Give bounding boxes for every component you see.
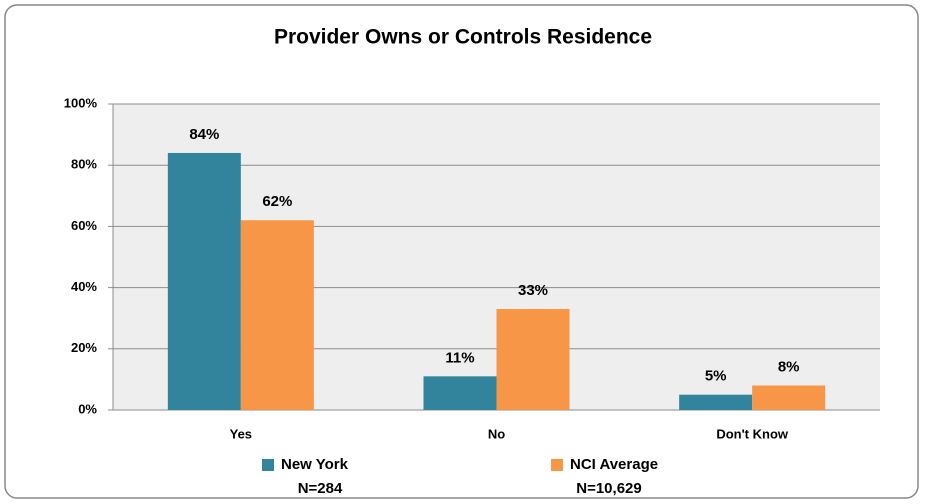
legend-swatch — [551, 459, 563, 471]
x-tick-label: No — [488, 426, 505, 441]
value-label: 33% — [518, 282, 548, 299]
legend-label: New York — [281, 456, 349, 473]
value-label: 11% — [445, 349, 474, 366]
x-tick-label: Don't Know — [716, 426, 789, 441]
y-tick-label: 0% — [78, 401, 97, 416]
value-label: 84% — [189, 126, 219, 143]
bar — [167, 152, 241, 410]
y-tick-label: 40% — [71, 279, 97, 294]
y-tick-label: 20% — [71, 340, 97, 355]
legend-swatch — [262, 459, 274, 471]
legend-sample: N=10,629 — [576, 480, 641, 497]
value-label: 8% — [778, 358, 800, 375]
bar — [752, 385, 826, 410]
x-tick-label: Yes — [230, 426, 252, 441]
bar — [679, 394, 753, 410]
legend-sample: N=284 — [298, 480, 343, 497]
y-tick-label: 60% — [71, 218, 97, 233]
value-label: 5% — [705, 368, 727, 385]
legend-label: NCI Average — [570, 456, 658, 473]
bar — [423, 376, 497, 410]
y-tick-label: 80% — [71, 157, 97, 172]
chart-title: Provider Owns or Controls Residence — [274, 26, 652, 49]
value-label: 62% — [262, 193, 292, 210]
y-tick-label: 100% — [64, 95, 98, 110]
bar — [496, 309, 570, 410]
bar — [240, 220, 314, 410]
